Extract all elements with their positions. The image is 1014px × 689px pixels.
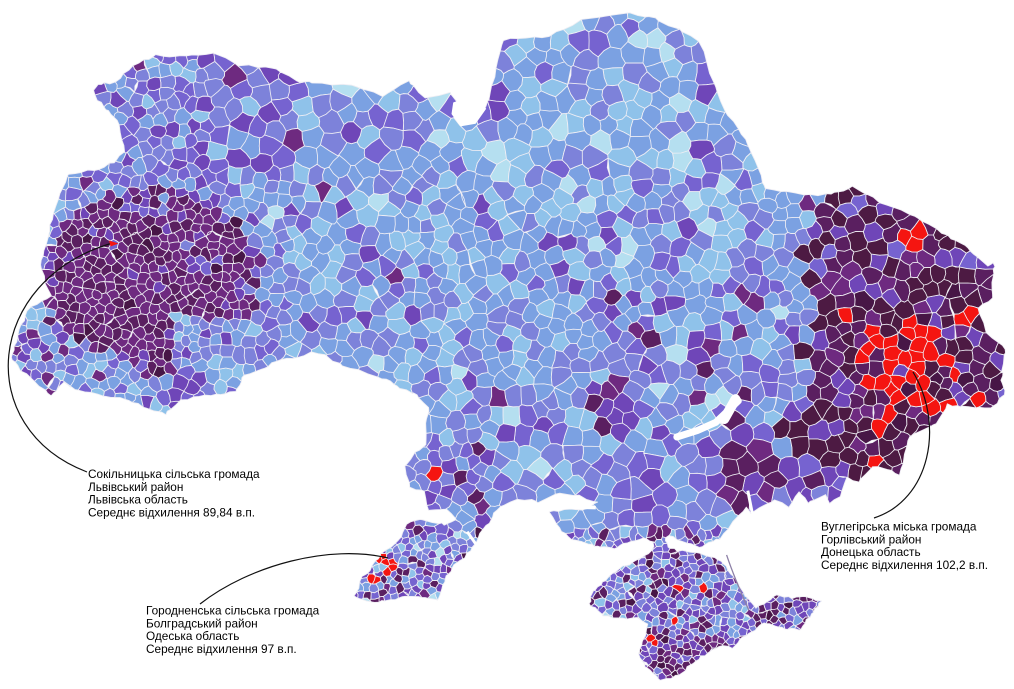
svg-text:Вуглегірська міська громада: Вуглегірська міська громада <box>821 519 977 533</box>
svg-text:Городненська сільська громада: Городненська сільська громада <box>146 603 320 617</box>
svg-text:Болградський район: Болградський район <box>146 616 258 630</box>
svg-text:Сокільницька сільська громада: Сокільницька сільська громада <box>88 467 260 481</box>
svg-text:Львівський район: Львівський район <box>88 480 183 494</box>
svg-text:Середнє відхилення 102,2 в.п.: Середнє відхилення 102,2 в.п. <box>821 558 988 572</box>
svg-text:Одеська область: Одеська область <box>146 629 239 643</box>
svg-text:Горлівський район: Горлівський район <box>821 532 921 546</box>
svg-text:Донецька область: Донецька область <box>821 545 921 559</box>
svg-text:Львівська область: Львівська область <box>88 493 188 507</box>
svg-text:Середнє відхилення 97 в.п.: Середнє відхилення 97 в.п. <box>146 642 297 656</box>
svg-text:Середнє відхилення 89,84 в.п.: Середнє відхилення 89,84 в.п. <box>88 506 255 520</box>
